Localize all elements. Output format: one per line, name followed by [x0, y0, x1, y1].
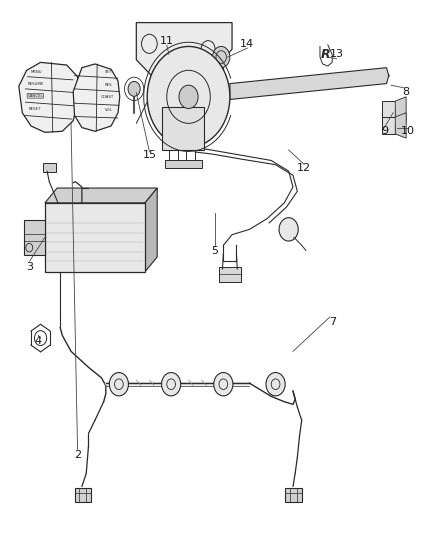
Circle shape	[147, 46, 230, 147]
Polygon shape	[395, 97, 406, 122]
Text: R: R	[321, 48, 330, 61]
Text: 4: 4	[35, 336, 42, 346]
Text: 10: 10	[401, 126, 415, 136]
Bar	[165, 160, 201, 168]
Polygon shape	[382, 101, 404, 118]
Polygon shape	[382, 117, 404, 134]
Polygon shape	[19, 62, 79, 132]
Polygon shape	[145, 188, 157, 272]
Circle shape	[279, 217, 298, 241]
Polygon shape	[285, 488, 302, 502]
Bar	[43, 163, 56, 172]
Polygon shape	[230, 68, 389, 100]
Text: 3: 3	[26, 262, 33, 271]
Circle shape	[212, 46, 230, 68]
Text: 5: 5	[211, 246, 218, 256]
Polygon shape	[45, 203, 145, 272]
Text: 8: 8	[403, 86, 410, 96]
Bar	[162, 108, 204, 150]
Text: MENU: MENU	[30, 70, 42, 75]
Text: 14: 14	[240, 39, 254, 49]
Circle shape	[162, 373, 181, 396]
Bar	[219, 266, 241, 282]
Text: SET: SET	[105, 70, 112, 75]
Polygon shape	[24, 220, 45, 255]
Circle shape	[179, 85, 198, 109]
Polygon shape	[74, 488, 91, 502]
Text: VOL: VOL	[105, 108, 112, 112]
Text: CANCEL: CANCEL	[28, 94, 43, 98]
Text: RESET: RESET	[29, 107, 42, 111]
Circle shape	[266, 373, 285, 396]
Text: 11: 11	[160, 36, 174, 46]
Text: 9: 9	[381, 126, 388, 136]
Text: RES: RES	[105, 83, 112, 87]
Circle shape	[110, 373, 128, 396]
Circle shape	[214, 373, 233, 396]
Text: 13: 13	[329, 50, 343, 59]
Text: RESUME: RESUME	[27, 82, 43, 86]
Polygon shape	[395, 113, 406, 138]
Text: 2: 2	[74, 450, 81, 460]
Text: COAST: COAST	[101, 95, 114, 99]
Text: 7: 7	[328, 317, 336, 327]
Text: 12: 12	[297, 164, 311, 173]
Polygon shape	[73, 64, 120, 131]
Polygon shape	[136, 22, 232, 76]
Polygon shape	[45, 188, 157, 203]
Text: 15: 15	[142, 150, 156, 160]
Circle shape	[128, 82, 140, 96]
